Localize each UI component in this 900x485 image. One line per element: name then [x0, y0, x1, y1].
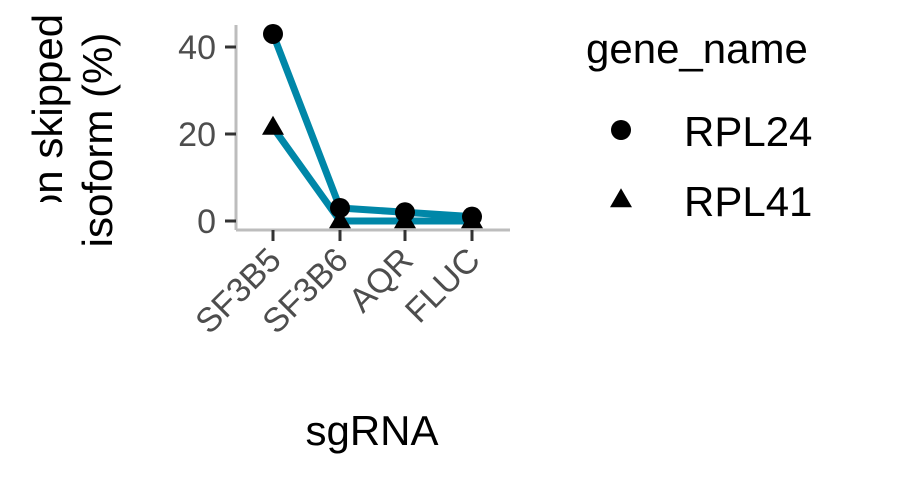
- legend-key-circle: [611, 120, 631, 140]
- y-tick-labels: 0 20 40: [178, 29, 216, 241]
- y-tick-label: 0: [197, 203, 216, 241]
- y-tick-label: 20: [178, 116, 216, 154]
- y-axis-title-line: Exon skipped: [24, 14, 71, 266]
- data-point-rpl41: [461, 209, 483, 229]
- y-axis-title: Exon skipped isoform (%): [24, 14, 121, 266]
- series-line-rpl24: [269, 30, 476, 221]
- legend-key-triangle: [610, 188, 632, 208]
- legend-item-rpl41: RPL41: [610, 178, 812, 225]
- x-axis-title: sgRNA: [305, 407, 438, 454]
- legend-label: RPL41: [684, 178, 812, 225]
- legend-title: gene_name: [586, 25, 808, 72]
- axes: [225, 25, 510, 241]
- series-points: [262, 23, 483, 229]
- y-tick-label: 40: [178, 29, 216, 67]
- series-lines: [269, 30, 476, 225]
- data-point-rpl24: [263, 23, 283, 44]
- y-axis-title-line: isoform (%): [74, 33, 121, 248]
- data-point-rpl41: [329, 209, 351, 229]
- legend-item-rpl24: RPL24: [611, 108, 812, 155]
- data-point-rpl41: [394, 209, 416, 229]
- legend-label: RPL24: [684, 108, 812, 155]
- x-tick-label: FLUC: [398, 241, 488, 331]
- data-point-rpl24: [330, 197, 350, 218]
- legend: gene_name RPL24 RPL41: [586, 25, 812, 225]
- series-line-rpl41: [269, 123, 476, 225]
- data-point-rpl41: [262, 115, 284, 135]
